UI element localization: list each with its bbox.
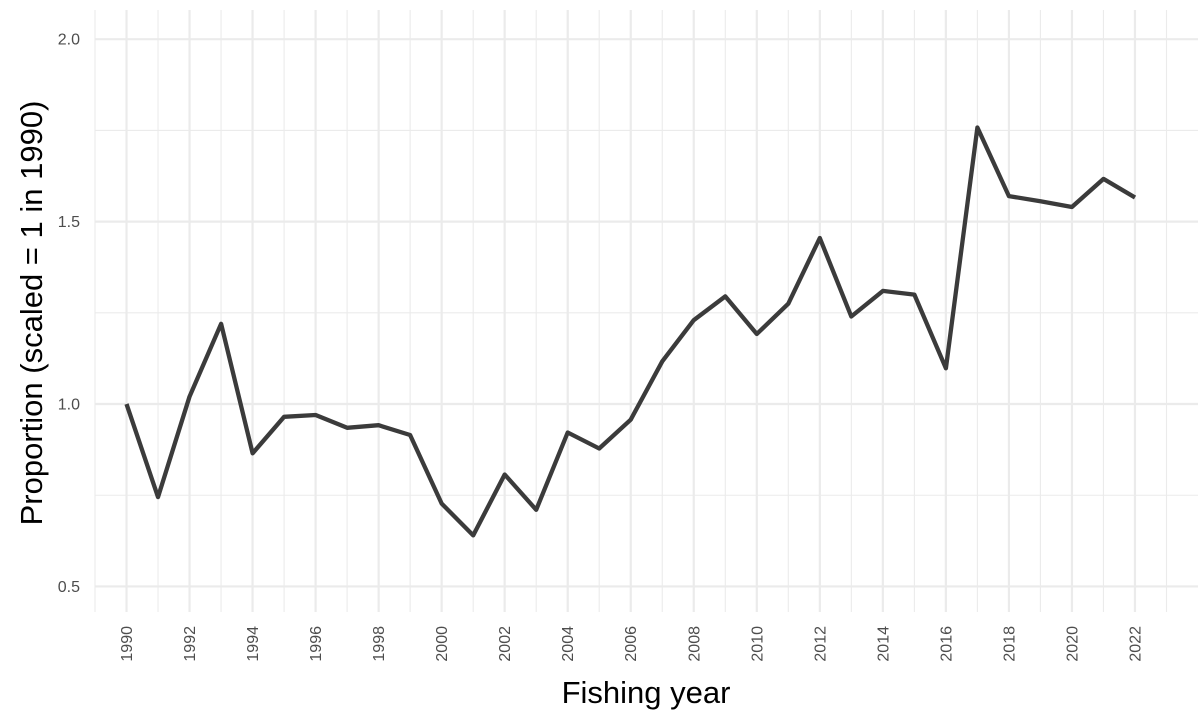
x-tick-label: 2018: [1001, 626, 1018, 662]
x-tick-label: 2000: [434, 626, 451, 662]
x-tick-label: 1996: [308, 626, 325, 662]
x-tick-label: 2010: [749, 626, 766, 662]
series-line: [124, 125, 1137, 538]
x-tick-label: 1990: [119, 626, 136, 662]
x-tick-label: 2012: [812, 626, 829, 662]
x-tick-label: 1998: [371, 626, 388, 662]
x-tick-label: 1992: [182, 626, 199, 662]
x-tick-label: 1994: [245, 626, 262, 662]
major-gridlines: [95, 10, 1198, 612]
y-axis-tick-labels: 0.5 1.0 1.5 2.0: [58, 32, 80, 596]
series-layer: [124, 125, 1137, 538]
x-axis-tick-labels: 1990 1992 1994 1996 1998 2000 2002 2004 2006 2008…: [119, 626, 1144, 662]
x-tick-label: 2002: [497, 626, 514, 662]
x-axis-title: Fishing year: [562, 675, 731, 710]
x-tick-label: 2006: [623, 626, 640, 662]
y-axis-title: Proportion (scaled = 1 in 1990): [14, 101, 49, 526]
y-tick-label: 2.0: [58, 32, 80, 49]
y-tick-label: 1.5: [58, 214, 80, 231]
y-tick-label: 0.5: [58, 579, 80, 596]
minor-gridlines: [94, 10, 1198, 612]
x-tick-label: 2020: [1064, 626, 1081, 662]
x-tick-label: 2004: [560, 626, 577, 662]
x-tick-label: 2008: [686, 626, 703, 662]
x-tick-label: 2014: [875, 626, 892, 662]
y-tick-label: 1.0: [58, 397, 80, 414]
x-tick-label: 2022: [1127, 626, 1144, 662]
x-tick-label: 2016: [938, 626, 955, 662]
